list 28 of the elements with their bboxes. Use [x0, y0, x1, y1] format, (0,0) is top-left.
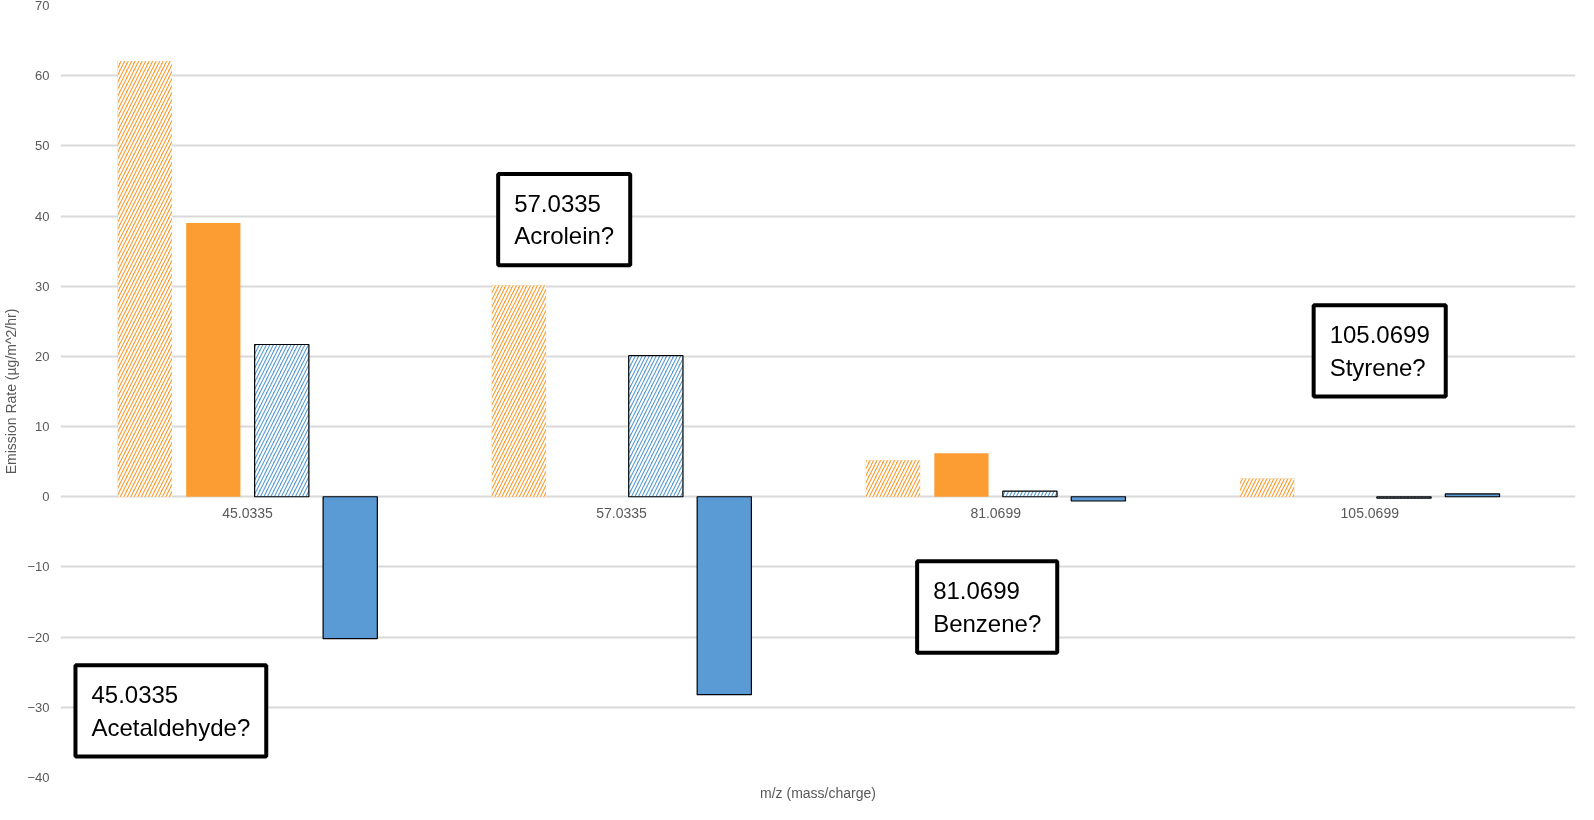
y-tick-label: 0 [42, 489, 50, 505]
x-tick-label: 81.0699 [970, 504, 1022, 521]
x-tick-label: 105.0699 [1340, 504, 1400, 521]
y-tick-label: 20 [35, 348, 50, 364]
annotation: 57.0335 Acrolein? [514, 189, 615, 250]
y-tick-label: 50 [35, 138, 50, 154]
y-tick-label: 30 [35, 278, 50, 294]
annotation: 105.0699 Styrene? [1329, 321, 1430, 381]
annotation: 81.0699 Benzene? [933, 577, 1042, 637]
y-tick-label: 10 [35, 419, 50, 435]
x-tick-label: 45.0335 [222, 504, 274, 521]
y-tick-label: −40 [27, 770, 50, 785]
bar [934, 453, 989, 497]
x-tick-label: 57.0335 [596, 504, 648, 521]
bar [1070, 496, 1127, 502]
y-tick-label: −20 [27, 629, 50, 645]
annotation: 45.0335 Acetaldehyde? [91, 681, 251, 741]
y-tick-label: 40 [35, 208, 50, 224]
bar [322, 496, 378, 640]
y-axis-title: Emission Rate (µg/m^2/hr) [3, 308, 20, 475]
y-tick-label: −10 [27, 559, 50, 575]
bar [696, 496, 753, 696]
bar [1444, 493, 1501, 498]
y-tick-label: −30 [27, 699, 50, 715]
bar [186, 223, 241, 497]
x-axis-title: m/z (mass/charge) [760, 784, 876, 801]
y-tick-label: 70 [35, 0, 50, 13]
y-tick-label: 60 [35, 68, 50, 84]
